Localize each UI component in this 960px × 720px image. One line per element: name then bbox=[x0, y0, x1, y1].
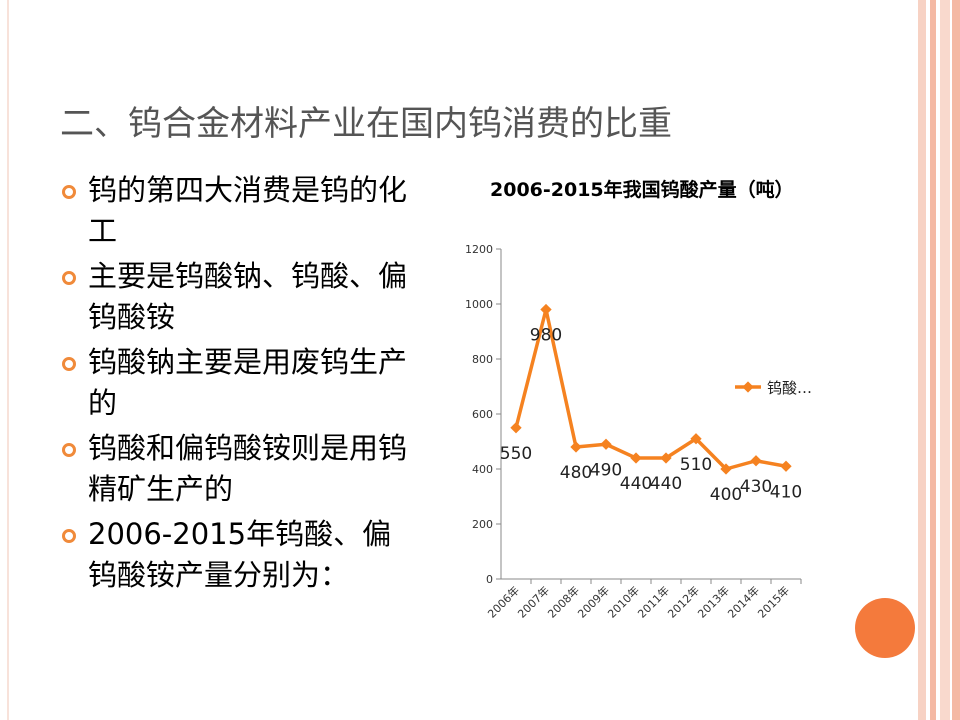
point bbox=[690, 433, 702, 445]
data-label: 440 bbox=[650, 474, 682, 494]
bullet: 钨酸钠主要是用废钨生产的 bbox=[56, 342, 416, 424]
x-tick-label: 2006年 bbox=[485, 583, 522, 620]
y-tick-label: 600 bbox=[472, 408, 493, 421]
bullet: 钨酸和偏钨酸铵则是用钨精矿生产的 bbox=[56, 428, 416, 510]
legend-label: 钨酸… bbox=[767, 379, 812, 397]
data-label: 510 bbox=[680, 455, 712, 475]
data-label: 430 bbox=[740, 477, 772, 497]
bullet: 主要是钨酸钠、钨酸、偏钨酸铵 bbox=[56, 256, 416, 338]
point bbox=[630, 452, 642, 464]
x-tick-label: 2009年 bbox=[575, 583, 612, 620]
point bbox=[660, 452, 672, 464]
data-label: 440 bbox=[620, 474, 652, 494]
data-label: 980 bbox=[530, 326, 562, 346]
legend-marker bbox=[742, 381, 754, 393]
bullet: 2006-2015年钨酸、偏钨酸铵产量分别为： bbox=[56, 514, 416, 596]
point bbox=[510, 422, 522, 434]
x-tick-label: 2015年 bbox=[755, 583, 792, 620]
y-tick-label: 1200 bbox=[465, 243, 493, 256]
y-tick-label: 1000 bbox=[465, 298, 493, 311]
point bbox=[750, 455, 762, 467]
x-tick-label: 2014年 bbox=[725, 583, 762, 620]
line bbox=[514, 307, 787, 471]
slide-title: 二、钨合金材料产业在国内钨消费的比重 bbox=[60, 104, 672, 144]
data-label: 410 bbox=[770, 482, 802, 502]
point bbox=[600, 438, 612, 450]
x-tick-label: 2010年 bbox=[605, 583, 642, 620]
point bbox=[780, 460, 792, 472]
point bbox=[540, 303, 552, 316]
data-label: 480 bbox=[560, 463, 592, 483]
y-tick-label: 200 bbox=[472, 518, 493, 531]
data-label: 490 bbox=[590, 460, 622, 480]
y-tick-label: 800 bbox=[472, 353, 493, 366]
y-tick-label: 0 bbox=[486, 573, 493, 586]
point bbox=[720, 463, 732, 475]
point bbox=[570, 441, 582, 453]
x-tick-label: 2007年 bbox=[515, 583, 552, 620]
x-tick-label: 2013年 bbox=[695, 583, 732, 620]
data-label: 400 bbox=[710, 485, 742, 505]
x-tick-label: 2012年 bbox=[665, 583, 702, 620]
chart-title: 2006-2015年我国钨酸产量（吨） bbox=[490, 179, 794, 201]
bullet: 钨的第四大消费是钨的化工 bbox=[56, 170, 416, 252]
x-tick-label: 2011年 bbox=[635, 583, 672, 620]
bullet-list: 钨的第四大消费是钨的化工 主要是钨酸钠、钨酸、偏钨酸铵 钨酸钠主要是用废钨生产的… bbox=[56, 170, 416, 600]
y-tick-label: 400 bbox=[472, 463, 493, 476]
data-label: 550 bbox=[500, 444, 532, 464]
x-tick-label: 2008年 bbox=[545, 583, 582, 620]
